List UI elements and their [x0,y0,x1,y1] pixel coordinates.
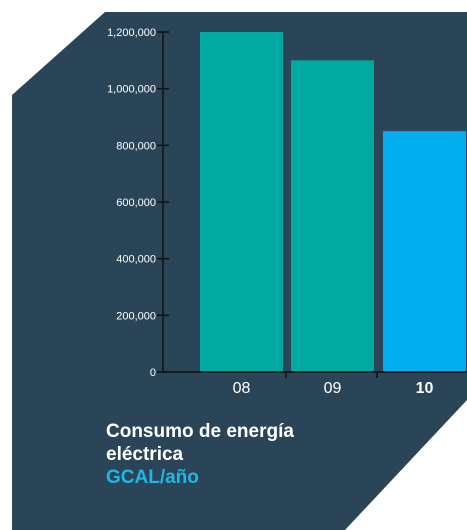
caption-line-2: eléctrica [106,444,184,465]
y-tick-label: 200,000 [116,310,156,322]
y-tick-label: 800,000 [116,140,156,152]
bar-09 [291,60,374,372]
x-tick-label: 10 [416,380,434,397]
axes-layer [157,31,467,378]
y-tick-label: 1,200,000 [107,27,156,39]
bar-10 [383,131,466,372]
chart-caption: Consumo de energía eléctrica GCAL/año [106,420,406,489]
y-tick-label: 600,000 [116,197,156,209]
caption-unit: GCAL/año [106,467,199,488]
bars-layer [200,32,466,372]
bar-08 [200,32,283,372]
caption-line-1: Consumo de energía [106,421,294,442]
y-tick-label: 400,000 [116,254,156,266]
y-tick-label: 0 [150,367,156,379]
labels-layer: 0 200,000 400,000 600,000 800,000 1,000,000 1,… [107,27,433,397]
y-tick-label: 1,000,000 [107,84,156,96]
x-tick-label: 08 [233,380,251,397]
x-tick-label: 09 [324,380,342,397]
